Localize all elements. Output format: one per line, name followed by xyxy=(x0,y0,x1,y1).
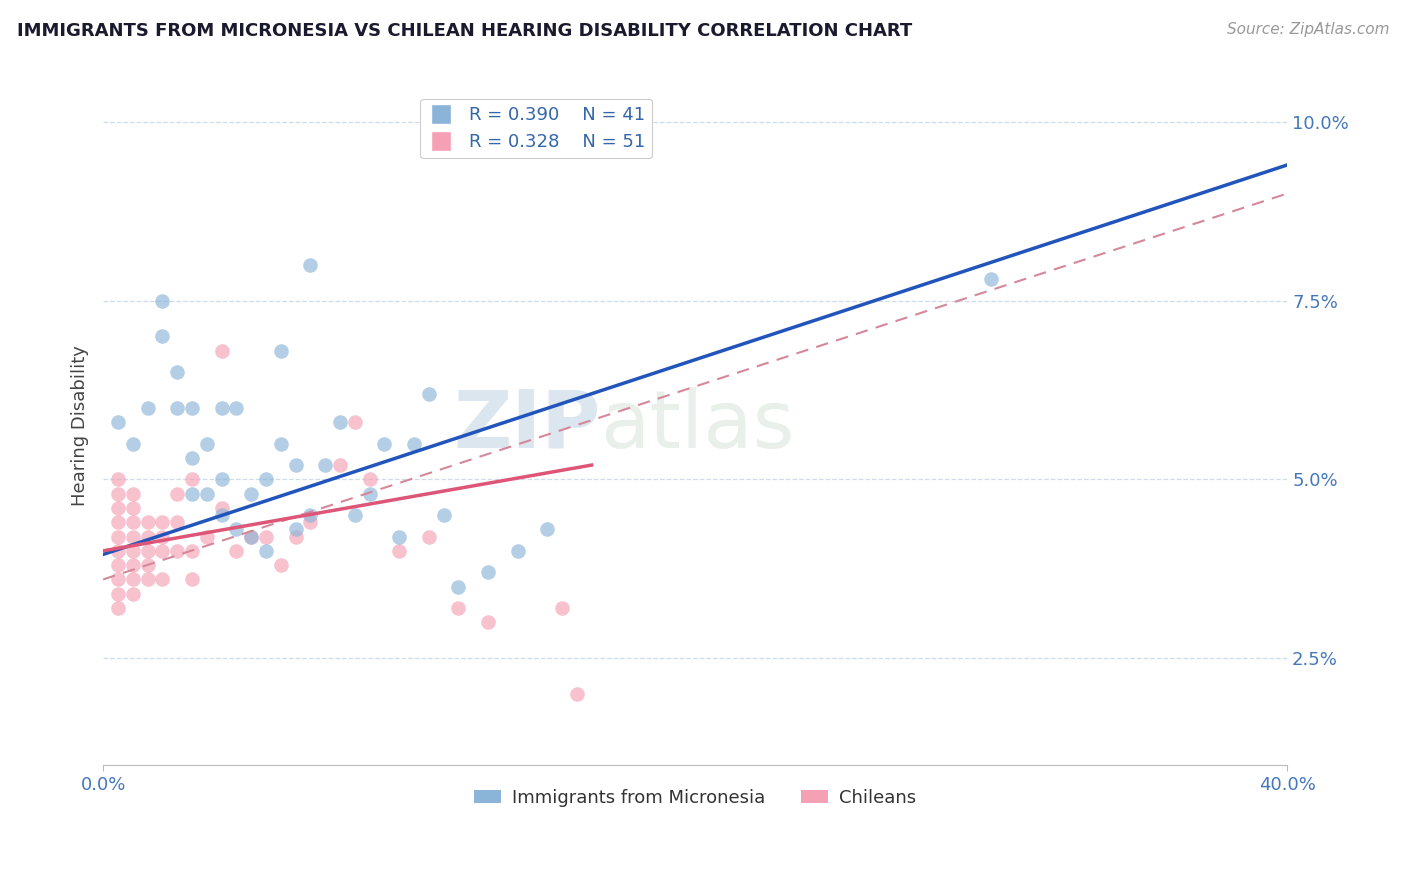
Text: atlas: atlas xyxy=(600,387,794,465)
Point xyxy=(150,573,173,587)
Point xyxy=(166,544,188,558)
Point xyxy=(136,515,159,529)
Point xyxy=(107,472,129,486)
Point xyxy=(136,530,159,544)
Point xyxy=(418,530,440,544)
Point xyxy=(136,558,159,573)
Point xyxy=(166,365,188,379)
Point xyxy=(373,436,395,450)
Point xyxy=(343,508,366,522)
Point xyxy=(447,601,470,615)
Point xyxy=(388,544,411,558)
Point xyxy=(195,530,218,544)
Point xyxy=(314,458,336,472)
Point xyxy=(299,508,322,522)
Point xyxy=(477,566,499,580)
Point xyxy=(121,500,143,515)
Point xyxy=(284,458,307,472)
Point xyxy=(270,436,292,450)
Text: Source: ZipAtlas.com: Source: ZipAtlas.com xyxy=(1226,22,1389,37)
Point xyxy=(195,486,218,500)
Point xyxy=(402,436,425,450)
Point xyxy=(447,580,470,594)
Point xyxy=(211,508,233,522)
Point xyxy=(506,544,529,558)
Point xyxy=(211,472,233,486)
Point xyxy=(329,415,352,429)
Point xyxy=(150,515,173,529)
Point xyxy=(270,558,292,573)
Point xyxy=(225,401,247,415)
Point xyxy=(136,573,159,587)
Point xyxy=(107,601,129,615)
Point xyxy=(536,522,558,536)
Point xyxy=(225,544,247,558)
Point xyxy=(432,508,454,522)
Point xyxy=(121,544,143,558)
Point xyxy=(121,515,143,529)
Point xyxy=(150,544,173,558)
Point xyxy=(150,329,173,343)
Point xyxy=(551,601,574,615)
Point xyxy=(240,530,263,544)
Point xyxy=(121,573,143,587)
Point xyxy=(299,258,322,272)
Point xyxy=(565,687,588,701)
Text: ZIP: ZIP xyxy=(453,387,600,465)
Point xyxy=(284,522,307,536)
Point xyxy=(195,436,218,450)
Point xyxy=(329,458,352,472)
Point xyxy=(121,587,143,601)
Point xyxy=(211,500,233,515)
Point xyxy=(107,415,129,429)
Point xyxy=(211,343,233,358)
Point xyxy=(359,486,381,500)
Point xyxy=(121,558,143,573)
Point xyxy=(121,486,143,500)
Point xyxy=(107,530,129,544)
Point xyxy=(343,415,366,429)
Point xyxy=(254,530,277,544)
Point xyxy=(211,401,233,415)
Point xyxy=(181,450,204,465)
Text: IMMIGRANTS FROM MICRONESIA VS CHILEAN HEARING DISABILITY CORRELATION CHART: IMMIGRANTS FROM MICRONESIA VS CHILEAN HE… xyxy=(17,22,912,40)
Point xyxy=(166,515,188,529)
Point xyxy=(181,401,204,415)
Point xyxy=(284,530,307,544)
Point xyxy=(980,272,1002,286)
Point xyxy=(240,530,263,544)
Point xyxy=(418,386,440,401)
Point xyxy=(150,530,173,544)
Point xyxy=(121,530,143,544)
Point xyxy=(166,486,188,500)
Point xyxy=(299,515,322,529)
Point xyxy=(121,436,143,450)
Point xyxy=(225,522,247,536)
Point xyxy=(359,472,381,486)
Point xyxy=(136,401,159,415)
Y-axis label: Hearing Disability: Hearing Disability xyxy=(72,345,89,507)
Point xyxy=(254,544,277,558)
Point xyxy=(166,401,188,415)
Point xyxy=(107,500,129,515)
Point xyxy=(136,544,159,558)
Point xyxy=(181,472,204,486)
Point xyxy=(181,544,204,558)
Point xyxy=(107,486,129,500)
Point xyxy=(270,343,292,358)
Point xyxy=(181,486,204,500)
Point xyxy=(388,530,411,544)
Point xyxy=(107,558,129,573)
Point xyxy=(150,293,173,308)
Point xyxy=(240,486,263,500)
Point xyxy=(107,573,129,587)
Point xyxy=(254,472,277,486)
Point xyxy=(181,573,204,587)
Legend: Immigrants from Micronesia, Chileans: Immigrants from Micronesia, Chileans xyxy=(467,781,924,814)
Point xyxy=(107,515,129,529)
Point xyxy=(107,544,129,558)
Point xyxy=(477,615,499,630)
Point xyxy=(107,587,129,601)
